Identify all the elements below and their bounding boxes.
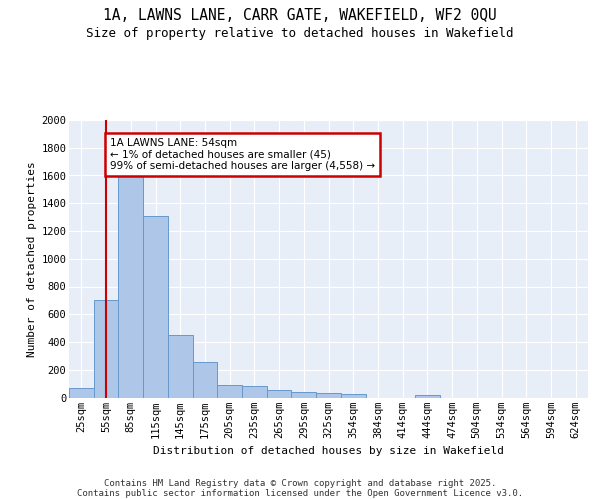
Bar (316, 394, 341, 398)
Bar (292, 392, 316, 398)
Text: Contains public sector information licensed under the Open Government Licence v3: Contains public sector information licen… (77, 488, 523, 498)
Bar (168, 335, 193, 398)
Y-axis label: Number of detached properties: Number of detached properties (27, 161, 37, 356)
Bar (118, 166, 143, 398)
Bar (143, 216, 168, 398)
Bar (242, 386, 267, 398)
Bar (193, 362, 217, 398)
Bar (69, 388, 94, 398)
Text: Size of property relative to detached houses in Wakefield: Size of property relative to detached ho… (86, 28, 514, 40)
Text: Contains HM Land Registry data © Crown copyright and database right 2025.: Contains HM Land Registry data © Crown c… (104, 478, 496, 488)
Bar (267, 390, 292, 398)
Text: 1A, LAWNS LANE, CARR GATE, WAKEFIELD, WF2 0QU: 1A, LAWNS LANE, CARR GATE, WAKEFIELD, WF… (103, 8, 497, 22)
Bar (217, 385, 242, 398)
Bar (415, 394, 440, 398)
Bar (341, 394, 365, 398)
Bar (94, 300, 118, 398)
Text: 1A LAWNS LANE: 54sqm
← 1% of detached houses are smaller (45)
99% of semi-detach: 1A LAWNS LANE: 54sqm ← 1% of detached ho… (110, 138, 375, 171)
X-axis label: Distribution of detached houses by size in Wakefield: Distribution of detached houses by size … (153, 446, 504, 456)
